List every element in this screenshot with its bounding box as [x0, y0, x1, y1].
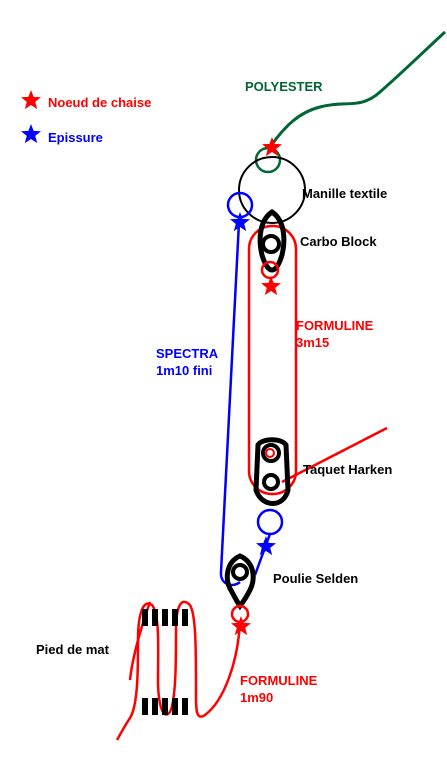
label-carbo: Carbo Block [300, 234, 377, 249]
label-polyester: POLYESTER [245, 79, 323, 94]
star-icon [261, 276, 281, 296]
spectra-link [253, 533, 272, 576]
label-pied-de-mat: Pied de mat [36, 642, 110, 657]
star-icon [256, 536, 276, 556]
label-formuline-bottom: FORMULINE [240, 673, 318, 688]
spectra-line [219, 221, 241, 587]
carbo-block-sheave [261, 234, 281, 254]
label-formuline-bottom-length: 1m90 [240, 690, 273, 705]
taquet-loop [265, 448, 275, 458]
formuline-top-loop [247, 224, 298, 496]
label-formuline-top-length: 3m15 [296, 335, 329, 350]
taquet-sheave-bottom [262, 473, 280, 491]
formuline-top-tail [281, 426, 388, 484]
label-manille: Manille textile [302, 186, 387, 201]
legend-label-noeud: Noeud de chaise [48, 95, 151, 110]
star-icon [262, 137, 282, 157]
label-formuline-top: FORMULINE [296, 318, 374, 333]
star-icon [21, 90, 41, 110]
label-spectra: SPECTRA [156, 346, 219, 361]
legend-label-epissure: Epissure [48, 130, 103, 145]
taquet-sheave-top [261, 443, 281, 463]
label-taquet: Taquet Harken [303, 462, 392, 477]
legend: Noeud de chaise Epissure [21, 90, 151, 145]
taquet-harken [253, 437, 291, 506]
star-icon [230, 212, 250, 232]
star-icon [231, 616, 251, 636]
label-poulie: Poulie Selden [273, 571, 358, 586]
polyester-line [266, 30, 447, 151]
poulie-sheave [231, 563, 249, 581]
star-icon [21, 124, 41, 144]
spectra-loop-bottom [256, 508, 284, 536]
label-spectra-length: 1m10 fini [156, 363, 212, 378]
manille-textile [238, 156, 306, 224]
pied-de-mat-cleats [142, 609, 188, 715]
formuline-bottom-line [115, 600, 242, 741]
carbo-block-loop [260, 260, 280, 280]
carbo-block [257, 208, 287, 273]
